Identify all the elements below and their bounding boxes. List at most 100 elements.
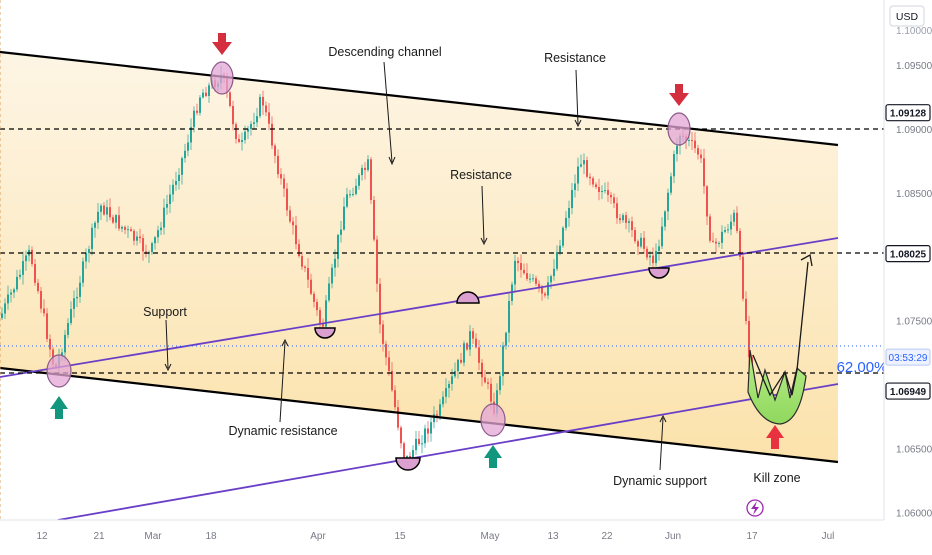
lightning-icon[interactable] bbox=[746, 499, 764, 517]
candle-body bbox=[301, 256, 303, 267]
candle-body bbox=[652, 255, 654, 264]
candle-body bbox=[67, 323, 69, 335]
candle-body bbox=[319, 310, 321, 325]
candle-body bbox=[514, 260, 516, 285]
x-tick-label: Jun bbox=[665, 531, 681, 542]
pointer-dynamic-support bbox=[659, 417, 664, 471]
candle-body bbox=[460, 359, 462, 363]
candle-body bbox=[31, 249, 33, 265]
channel-zone bbox=[0, 52, 838, 462]
candle-body bbox=[379, 283, 381, 325]
candle-body bbox=[502, 345, 504, 377]
candle-body bbox=[421, 443, 423, 445]
dynamic-resistance-line[interactable] bbox=[0, 237, 839, 378]
candle-body bbox=[376, 239, 378, 284]
candle-body bbox=[136, 236, 138, 241]
candle-body bbox=[490, 383, 492, 402]
candle-body bbox=[7, 294, 9, 304]
currency-box[interactable] bbox=[889, 5, 925, 27]
candle-body bbox=[637, 241, 639, 247]
candle-body bbox=[595, 184, 597, 188]
kill-zone-shape bbox=[747, 349, 807, 425]
candle-body bbox=[541, 286, 543, 294]
candle-body bbox=[79, 282, 81, 297]
candle-body bbox=[547, 282, 549, 296]
candle-body bbox=[613, 197, 615, 204]
candle-body bbox=[166, 203, 168, 208]
candle-body bbox=[292, 221, 294, 226]
time-axis[interactable] bbox=[0, 520, 932, 550]
candle-body bbox=[238, 138, 240, 142]
candle-body bbox=[706, 186, 708, 217]
candle-body bbox=[385, 343, 387, 358]
candle-body bbox=[676, 145, 678, 155]
candle-body bbox=[574, 183, 576, 190]
candle-body bbox=[205, 92, 207, 96]
candle-body bbox=[61, 352, 63, 356]
channel-upper-line[interactable] bbox=[0, 50, 839, 147]
candle-body bbox=[49, 338, 51, 350]
candle-body bbox=[589, 176, 591, 179]
candle-body bbox=[661, 226, 663, 247]
touch-circle-top-1 bbox=[210, 61, 234, 95]
candle-body bbox=[277, 155, 279, 175]
pointer-dynamic-resistance bbox=[279, 341, 286, 423]
candle-body bbox=[739, 230, 741, 257]
x-tick-labels: 12 21 Mar 18 Apr 15 May 13 22 Jun 17 Jul bbox=[36, 531, 834, 542]
x-tick-label: Jul bbox=[822, 531, 835, 542]
candle-body bbox=[259, 96, 261, 117]
candle-body bbox=[91, 227, 93, 250]
candle-body bbox=[322, 324, 324, 327]
candle-body bbox=[112, 217, 114, 223]
candle-body bbox=[478, 347, 480, 363]
candle-body bbox=[85, 252, 87, 262]
candle-body bbox=[742, 256, 744, 299]
candle-body bbox=[370, 159, 372, 201]
candle-body bbox=[619, 218, 621, 221]
candle-body bbox=[124, 226, 126, 230]
candle-body bbox=[172, 184, 174, 195]
candle-body bbox=[412, 450, 414, 458]
candle-body bbox=[439, 404, 441, 416]
candle-body bbox=[346, 194, 348, 207]
candle-body bbox=[559, 245, 561, 253]
candle-body bbox=[310, 279, 312, 294]
candle-body bbox=[622, 215, 624, 221]
channel-lower-line[interactable] bbox=[0, 366, 839, 464]
candle-body bbox=[469, 331, 471, 350]
candle-body bbox=[340, 229, 342, 235]
candle-body bbox=[709, 216, 711, 241]
label-dynamic-resistance: Dynamic resistance bbox=[228, 424, 337, 438]
dynamic-support-line[interactable] bbox=[57, 383, 839, 521]
candle-body bbox=[118, 215, 120, 229]
y-tick-label: 1.06000 bbox=[896, 508, 932, 519]
candle-body bbox=[175, 181, 177, 185]
candle-body bbox=[604, 190, 606, 192]
candle-body bbox=[10, 292, 12, 295]
candle-body bbox=[163, 207, 165, 228]
label-dynamic-support: Dynamic support bbox=[613, 474, 707, 488]
arrow-down-icon bbox=[212, 33, 232, 55]
candle-body bbox=[550, 276, 552, 283]
candle-body bbox=[700, 154, 702, 159]
label-support: Support bbox=[143, 305, 187, 319]
arc-support-2 bbox=[648, 267, 670, 279]
candle-body bbox=[115, 215, 117, 223]
candle-body bbox=[667, 192, 669, 212]
projection-arrow-head bbox=[800, 253, 813, 267]
candle-body bbox=[25, 255, 27, 262]
candle-body bbox=[274, 145, 276, 156]
candle-body bbox=[601, 191, 603, 193]
candle-body bbox=[328, 283, 330, 301]
candle-body bbox=[586, 160, 588, 177]
candle-body bbox=[289, 210, 291, 222]
candle-body bbox=[16, 276, 18, 290]
candle-body bbox=[694, 140, 696, 149]
candle-body bbox=[391, 370, 393, 391]
candle-body bbox=[670, 176, 672, 193]
arrow-down-icon bbox=[669, 84, 689, 106]
arc-resistance-1 bbox=[456, 291, 480, 304]
candle-body bbox=[283, 178, 285, 189]
candle-body bbox=[178, 174, 180, 182]
